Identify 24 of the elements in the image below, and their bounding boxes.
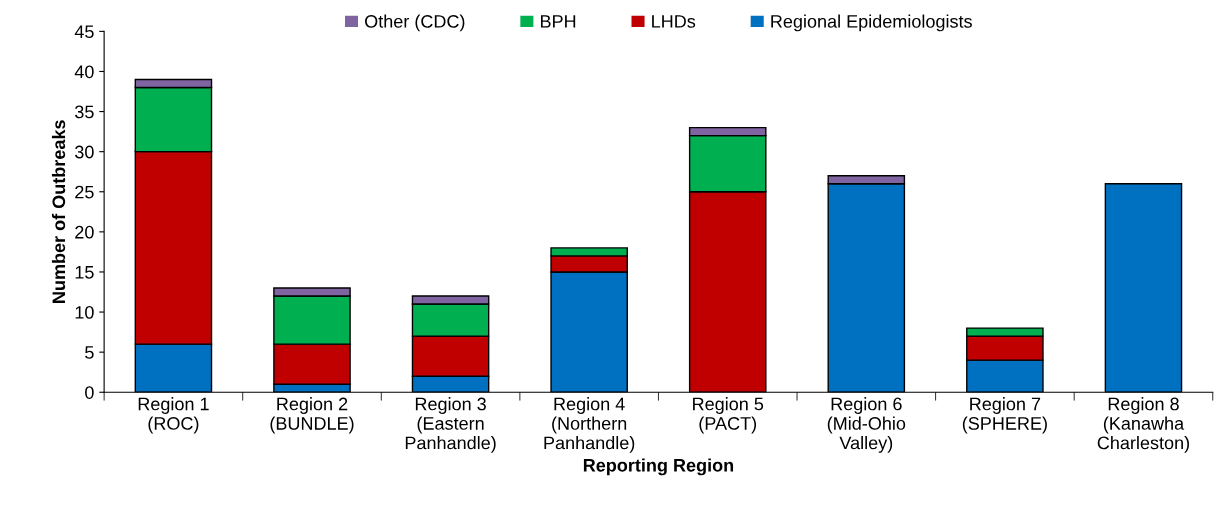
legend-label: Other (CDC) bbox=[365, 14, 465, 32]
y-axis-title: Number of Outbreaks bbox=[51, 120, 66, 303]
x-tick-label: Region 1 (ROC) bbox=[138, 397, 209, 434]
y-tick-label: 25 bbox=[75, 185, 94, 199]
x-tick-label: Region 8 (Kanawha Charleston) bbox=[1097, 397, 1190, 453]
x-tick-label: Region 4 (Northern Panhandle) bbox=[544, 397, 635, 453]
y-tick-label: 35 bbox=[75, 105, 94, 119]
y-tick-label: 45 bbox=[74, 25, 94, 39]
y-tick-label: 40 bbox=[74, 65, 94, 79]
legend-label: BPH bbox=[540, 15, 576, 28]
x-axis-title: Reporting Region bbox=[583, 458, 734, 476]
y-tick-label: 0 bbox=[85, 386, 94, 399]
y-tick-label: 5 bbox=[85, 346, 94, 359]
y-tick-label: 10 bbox=[75, 305, 94, 319]
x-tick-label: Region 6 (Mid-Ohio Valley) bbox=[827, 397, 906, 453]
y-tick-label: 15 bbox=[75, 266, 94, 279]
x-tick-label: Region 3 (Eastern Panhandle) bbox=[405, 397, 496, 453]
legend-label: Regional Epidemiologists bbox=[771, 14, 972, 32]
x-tick-label: Region 2 (BUNDLE) bbox=[270, 397, 354, 434]
x-tick-label: Region 7 (SPHERE) bbox=[962, 397, 1047, 434]
y-tick-label: 30 bbox=[75, 145, 94, 159]
legend-label: LHDs bbox=[652, 15, 696, 28]
y-tick-label: 20 bbox=[75, 225, 94, 239]
x-tick-label: Region 5 (PACT) bbox=[693, 397, 764, 434]
